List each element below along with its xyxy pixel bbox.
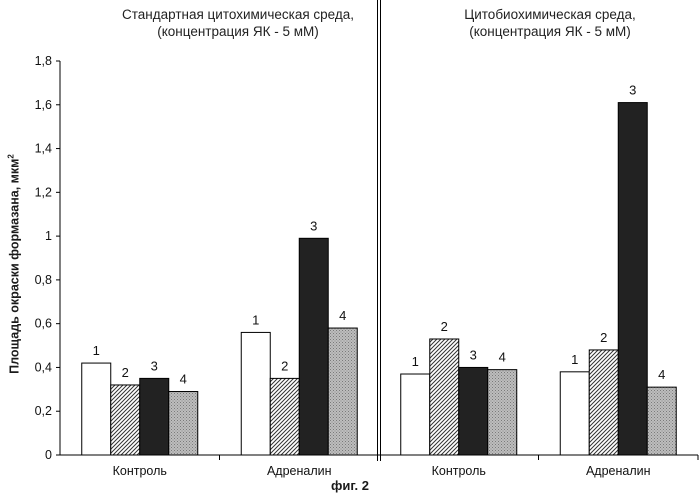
bar-data-label: 4	[499, 350, 506, 365]
bar	[169, 392, 198, 455]
y-tick-label: 1,4	[35, 142, 52, 156]
bar	[328, 328, 357, 455]
bar-data-label: 3	[310, 218, 317, 233]
bar	[618, 103, 647, 455]
x-category-label: Контроль	[432, 464, 486, 478]
bar-data-label: 3	[151, 358, 158, 373]
y-tick-label: 0,6	[35, 317, 52, 331]
bar-data-label: 2	[122, 365, 129, 380]
bar	[430, 339, 459, 455]
bar-data-label: 4	[339, 308, 346, 323]
figure-caption: фиг. 2	[0, 478, 700, 493]
y-tick-label: 1,6	[35, 98, 52, 112]
x-category-label: Адреналин	[267, 464, 332, 478]
bar-data-label: 1	[571, 352, 578, 367]
bar	[82, 363, 111, 455]
bar-data-label: 3	[470, 347, 477, 362]
bar	[488, 370, 517, 455]
bar-data-label: 1	[93, 343, 100, 358]
bar	[401, 374, 430, 455]
bar	[299, 238, 328, 455]
bar-data-label: 1	[412, 354, 419, 369]
bars	[82, 103, 677, 455]
bar-data-label: 4	[658, 367, 665, 382]
bar-data-label: 2	[281, 358, 288, 373]
bar-data-label: 2	[600, 330, 607, 345]
x-category-label: Контроль	[113, 464, 167, 478]
bar-data-label: 2	[441, 319, 448, 334]
y-tick-label: 1,2	[35, 185, 52, 199]
y-tick-label: 1	[45, 229, 52, 243]
y-tick-label: 0	[45, 448, 52, 462]
bar	[270, 378, 299, 455]
bar	[459, 367, 488, 455]
bar	[111, 385, 140, 455]
bar	[589, 350, 618, 455]
bar	[241, 332, 270, 455]
y-tick-label: 0,2	[35, 404, 52, 418]
bar-data-label: 1	[252, 312, 259, 327]
y-tick-label: 0,4	[35, 360, 52, 374]
y-tick-label: 0,8	[35, 273, 52, 287]
y-tick-label: 1,8	[35, 54, 52, 68]
bar	[647, 387, 676, 455]
bar-data-label: 4	[180, 372, 187, 387]
bar-data-label: 3	[629, 83, 636, 98]
bar	[560, 372, 589, 455]
bar	[140, 378, 169, 455]
x-category-label: Адреналин	[586, 464, 651, 478]
